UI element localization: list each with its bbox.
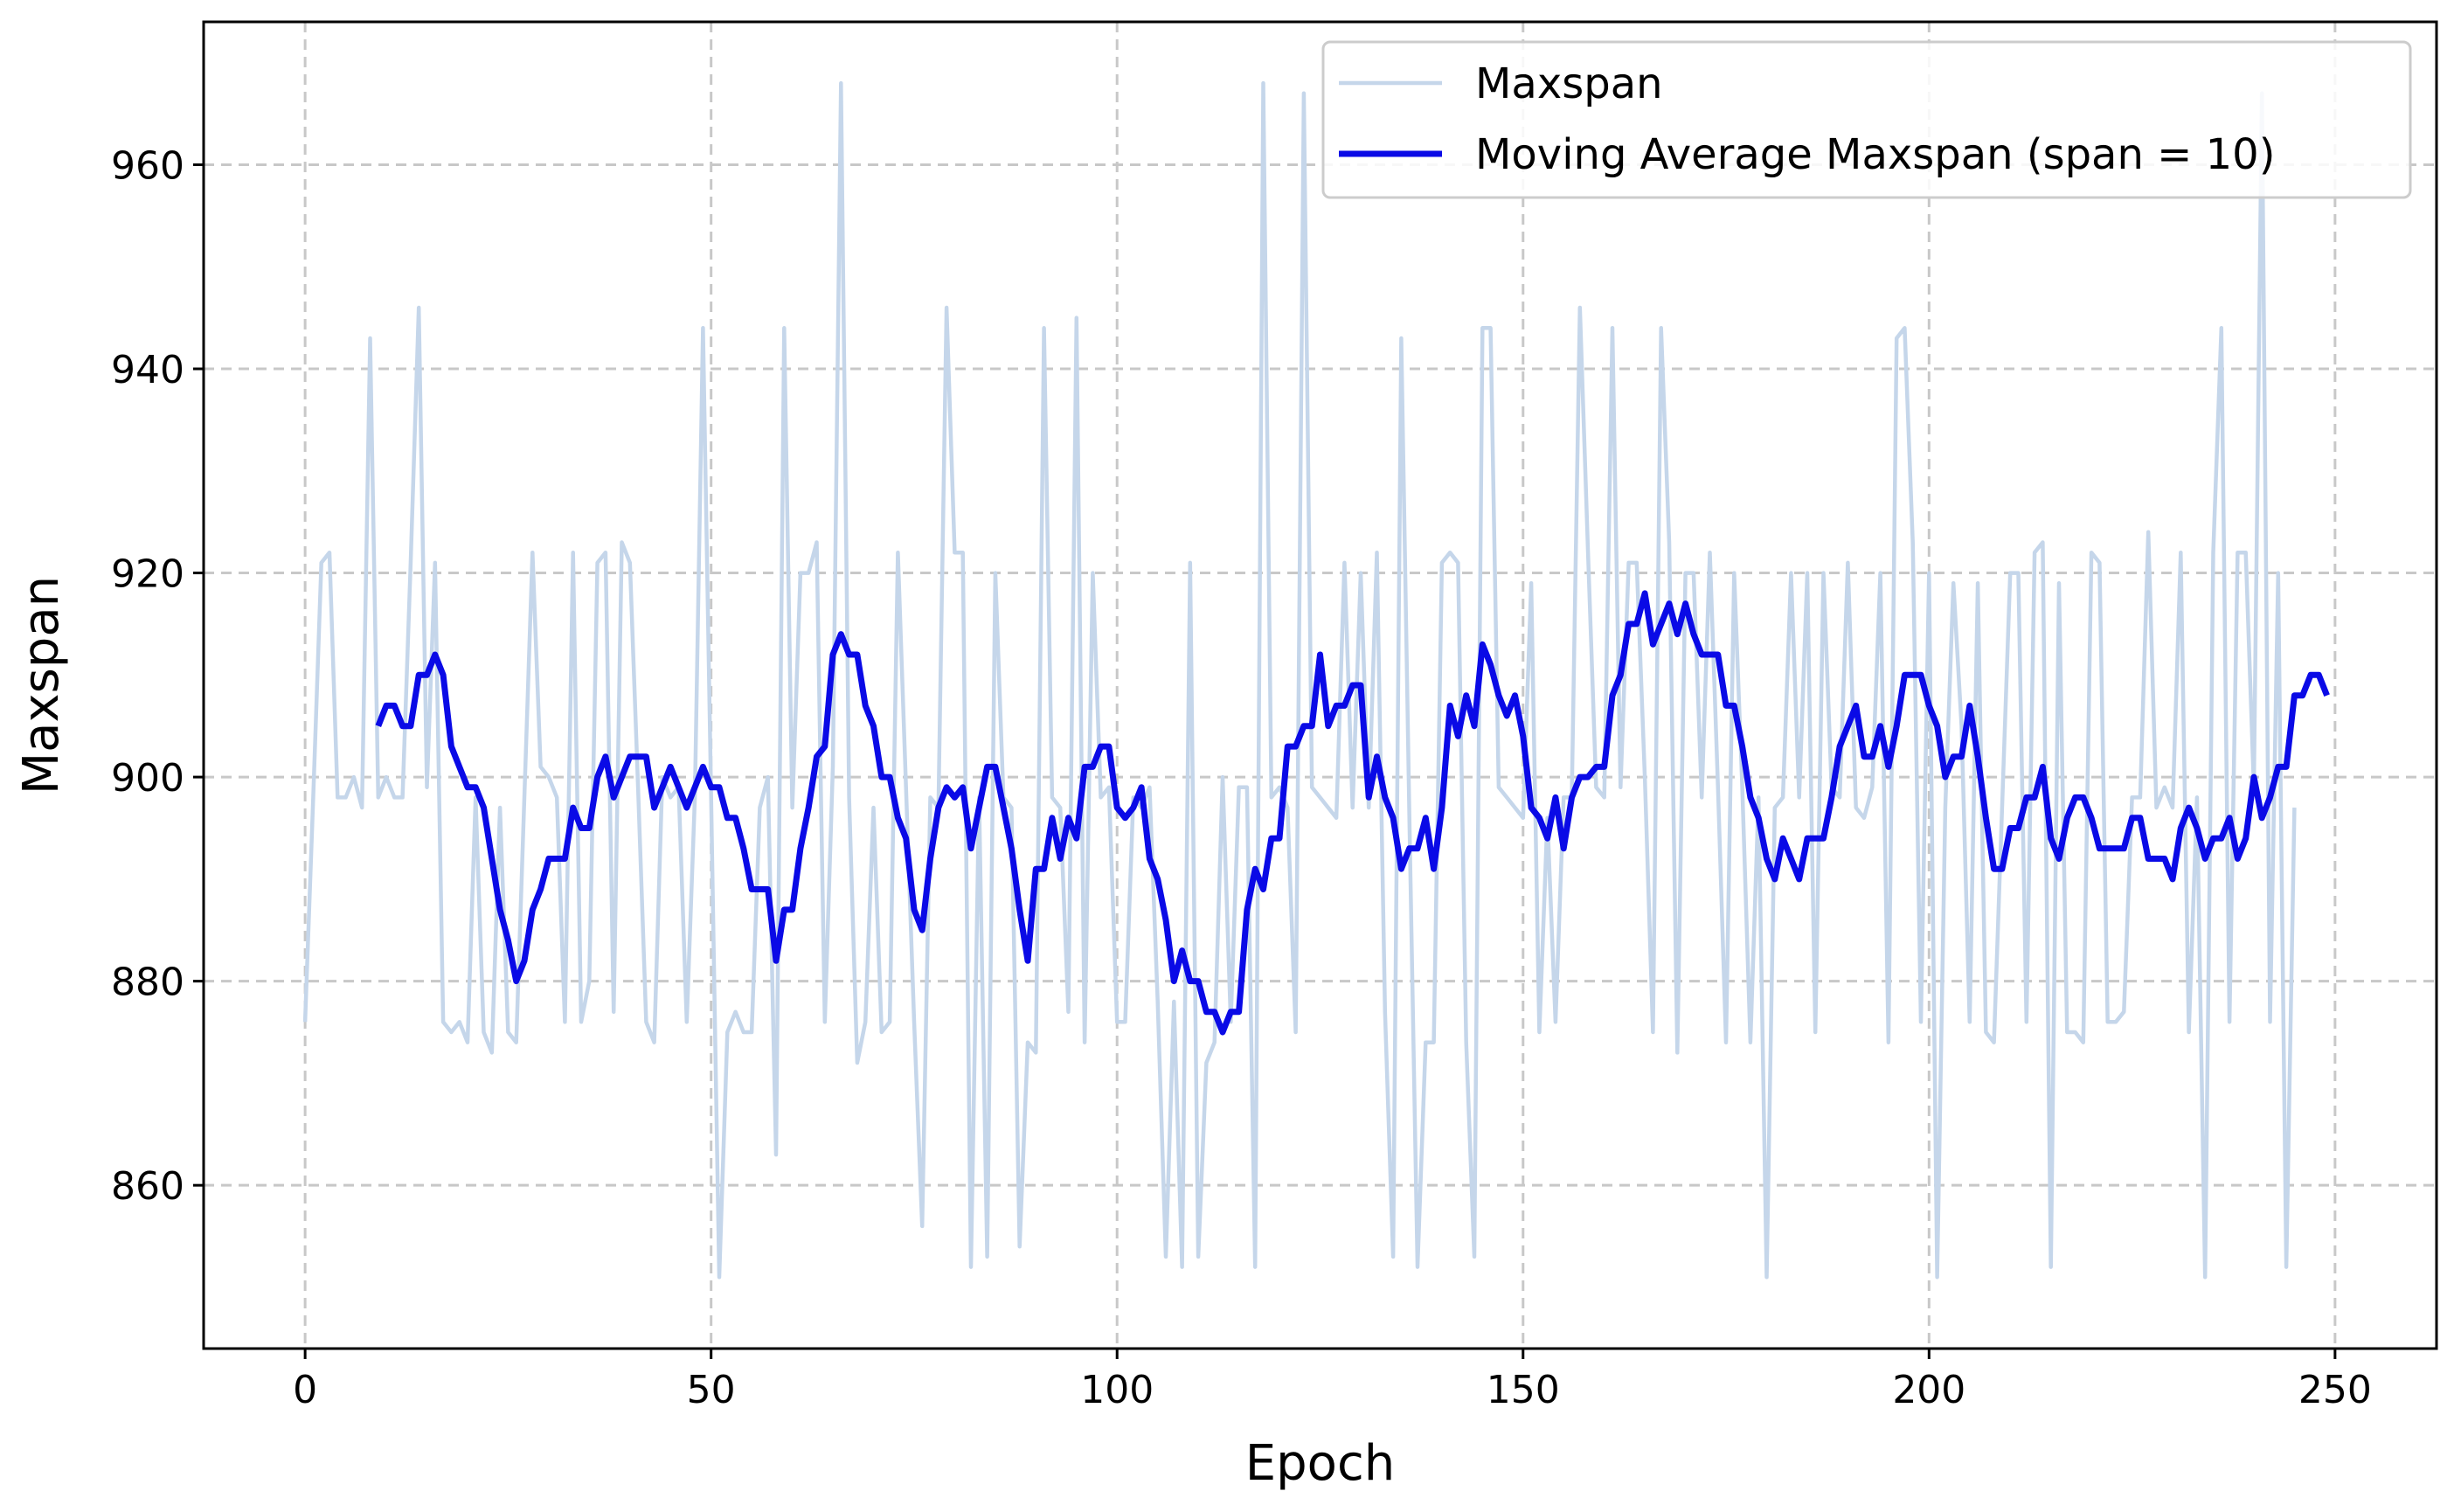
legend: Maxspan Moving Average Maxspan (span = 1… bbox=[1321, 40, 2412, 199]
x-tick-label: 50 bbox=[687, 1368, 736, 1412]
plot-frame bbox=[202, 20, 2438, 1350]
y-tick-label: 880 bbox=[111, 961, 184, 1005]
y-tick-label: 940 bbox=[111, 348, 184, 392]
x-tick-label: 150 bbox=[1487, 1368, 1560, 1412]
x-tick-label: 250 bbox=[2298, 1368, 2372, 1412]
series-line-moving-average bbox=[375, 590, 2330, 1036]
y-axis-title: Maxspan bbox=[13, 576, 70, 794]
x-tick-label: 0 bbox=[293, 1368, 317, 1412]
legend-box bbox=[1321, 40, 2412, 199]
series-line-maxspan bbox=[302, 80, 2297, 1280]
legend-label-moving-average: Moving Average Maxspan (span = 10) bbox=[1475, 130, 2275, 179]
legend-label-maxspan: Maxspan bbox=[1475, 59, 1663, 108]
series-layer bbox=[302, 80, 2330, 1280]
ticks-layer: 0 50 100 150 200 250 860 880 900 920 940 960 bbox=[111, 143, 2372, 1412]
x-tick-label: 200 bbox=[1892, 1368, 1965, 1412]
y-tick-label: 860 bbox=[111, 1164, 184, 1209]
x-tick-label: 100 bbox=[1080, 1368, 1154, 1412]
x-axis-title: Epoch bbox=[1245, 1435, 1395, 1492]
y-tick-label: 960 bbox=[111, 143, 184, 188]
y-tick-label: 920 bbox=[111, 552, 184, 597]
y-tick-label: 900 bbox=[111, 756, 184, 801]
